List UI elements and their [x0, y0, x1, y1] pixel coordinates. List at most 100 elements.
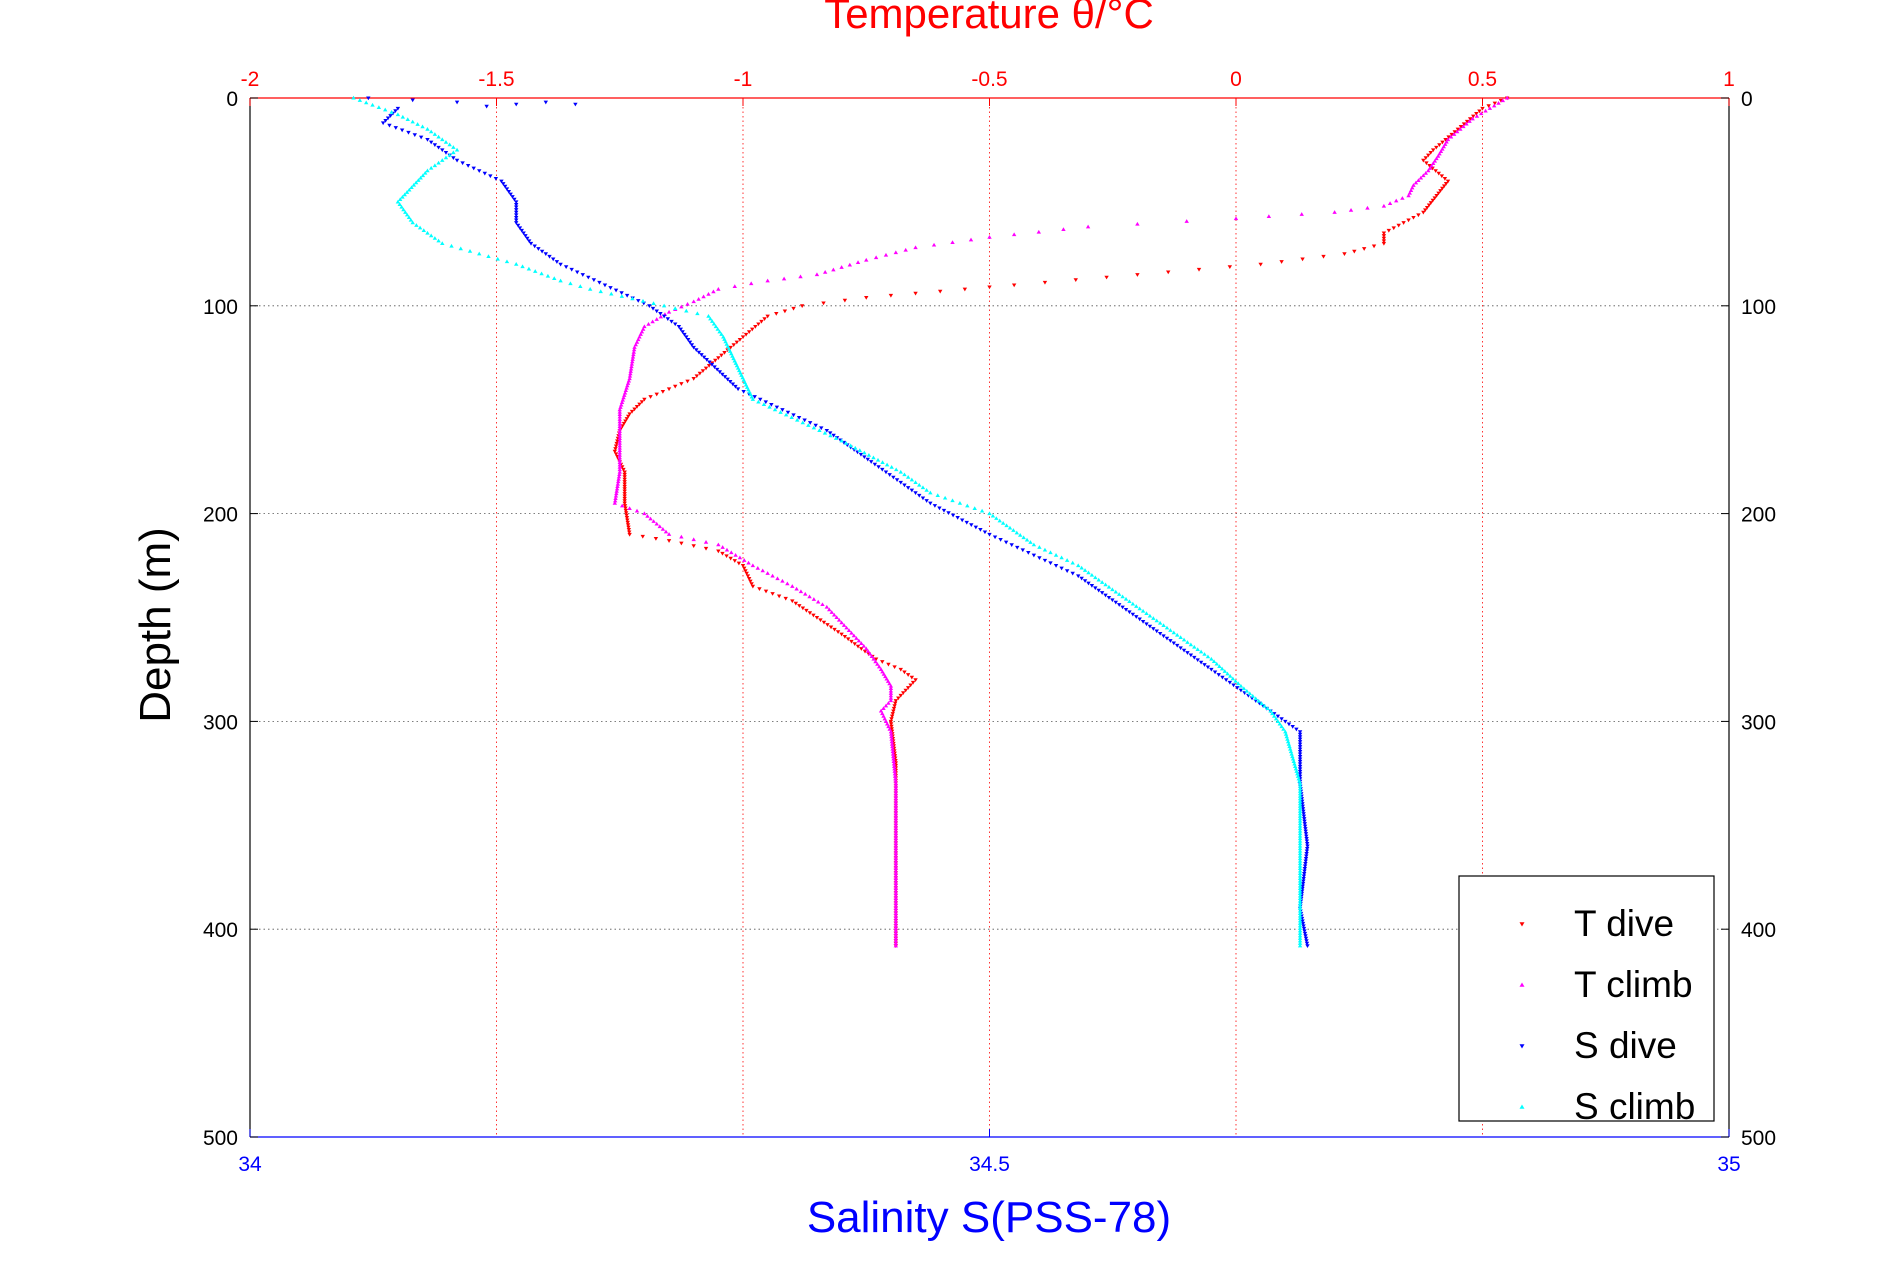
data-point	[743, 569, 748, 573]
data-point	[887, 726, 892, 731]
data-point	[1421, 158, 1426, 163]
data-point	[1301, 924, 1306, 929]
data-point	[856, 638, 862, 643]
data-point	[1059, 566, 1064, 571]
data-point	[1290, 756, 1296, 761]
data-point	[1458, 125, 1464, 129]
data-point	[1421, 173, 1426, 178]
data-point	[859, 641, 864, 646]
data-point	[1273, 716, 1279, 721]
data-point	[1304, 854, 1309, 859]
data-point	[471, 166, 476, 171]
data-point	[691, 299, 696, 304]
data-point	[539, 271, 544, 276]
temperature-tick-label: -0.5	[971, 68, 1007, 91]
data-point	[885, 721, 890, 726]
data-point	[436, 134, 441, 139]
data-point	[625, 383, 630, 388]
data-point	[749, 582, 754, 586]
data-point	[1297, 871, 1303, 876]
data-point	[893, 846, 899, 851]
data-point	[887, 473, 892, 477]
data-point	[893, 811, 899, 816]
data-point	[937, 506, 942, 511]
data-point	[1297, 752, 1303, 757]
data-point	[889, 727, 894, 731]
data-point	[864, 257, 869, 262]
data-point	[1279, 717, 1284, 722]
data-point	[1147, 624, 1153, 629]
data-point	[482, 171, 487, 176]
data-point	[654, 309, 659, 314]
data-point	[783, 412, 789, 417]
data-point	[617, 431, 622, 436]
data-point	[399, 204, 404, 209]
data-point	[432, 163, 438, 168]
data-point	[1442, 142, 1448, 146]
depth-tick-label: 100	[1741, 296, 1776, 319]
data-point	[1166, 270, 1171, 275]
data-point	[619, 291, 624, 296]
data-point	[905, 486, 911, 490]
data-point	[833, 436, 839, 440]
data-point	[1244, 688, 1250, 693]
data-point	[1297, 730, 1303, 734]
data-point	[684, 308, 689, 313]
data-point	[889, 734, 894, 739]
data-point	[1285, 737, 1290, 741]
legend: T dive T climb S dive S climb	[1458, 875, 1715, 1127]
data-point	[613, 447, 618, 451]
data-point	[893, 848, 899, 853]
data-point	[1053, 552, 1059, 557]
data-point	[1297, 911, 1303, 915]
data-point	[1171, 630, 1177, 635]
data-point	[814, 272, 820, 277]
data-point	[843, 441, 849, 445]
data-point	[893, 806, 899, 811]
data-point	[1024, 537, 1030, 542]
data-point	[615, 484, 620, 488]
data-point	[893, 943, 899, 948]
data-point	[728, 380, 733, 384]
data-point	[1297, 901, 1303, 905]
data-point	[1297, 928, 1303, 933]
data-point	[1423, 170, 1429, 175]
data-point	[666, 532, 672, 536]
data-point	[1225, 671, 1230, 676]
data-point	[1297, 826, 1303, 831]
data-point	[617, 472, 622, 476]
data-point	[666, 309, 672, 314]
data-point	[629, 409, 635, 414]
data-point	[1079, 565, 1084, 570]
data-point	[1418, 175, 1424, 180]
data-point	[1496, 100, 1501, 105]
data-point	[1423, 208, 1428, 213]
data-point	[406, 130, 411, 135]
data-point	[1233, 216, 1239, 221]
data-point	[815, 599, 821, 604]
data-point	[798, 274, 803, 279]
data-point	[1089, 572, 1095, 577]
data-point	[613, 288, 619, 293]
data-point	[1037, 545, 1042, 549]
data-point	[1217, 664, 1222, 668]
data-point	[1151, 616, 1156, 620]
data-point	[893, 921, 899, 925]
data-point	[1299, 889, 1305, 894]
data-point	[917, 482, 922, 487]
data-point	[865, 457, 870, 462]
data-point	[728, 556, 733, 561]
data-point	[1297, 750, 1303, 754]
data-point	[514, 200, 519, 205]
data-point	[634, 339, 640, 344]
data-point	[715, 326, 720, 331]
data-point	[1297, 764, 1303, 769]
data-point	[1381, 241, 1387, 246]
data-point	[580, 273, 585, 277]
data-point	[627, 412, 632, 417]
data-point	[624, 293, 630, 298]
data-point	[871, 656, 876, 661]
data-point	[436, 238, 441, 243]
data-point	[617, 450, 622, 455]
data-point	[884, 462, 890, 467]
